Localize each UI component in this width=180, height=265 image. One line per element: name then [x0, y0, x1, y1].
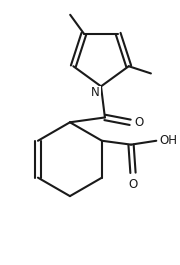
Text: O: O — [134, 116, 143, 129]
Text: N: N — [91, 86, 100, 99]
Text: OH: OH — [159, 134, 177, 147]
Text: O: O — [128, 178, 138, 191]
